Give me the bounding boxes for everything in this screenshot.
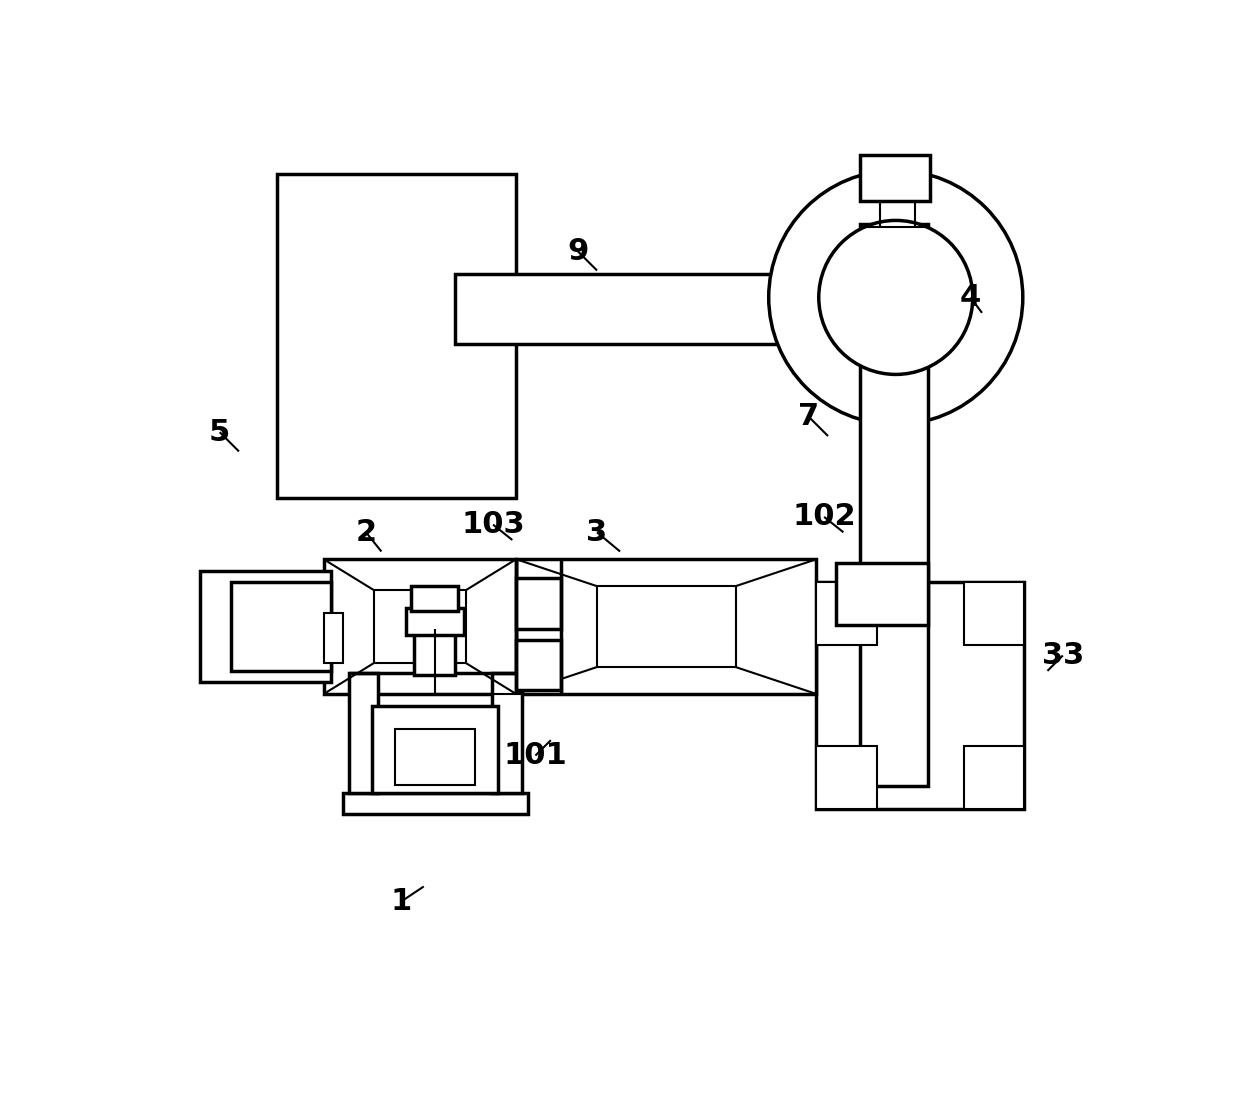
- Bar: [343, 792, 528, 814]
- Text: 7: 7: [799, 402, 820, 431]
- Text: 33: 33: [1042, 641, 1084, 670]
- Bar: [816, 746, 877, 810]
- Bar: [596, 586, 735, 667]
- Bar: [373, 590, 466, 663]
- Bar: [516, 578, 560, 629]
- Bar: [816, 582, 1024, 810]
- Text: 103: 103: [461, 510, 525, 540]
- Bar: [965, 746, 1024, 810]
- Text: 4: 4: [960, 282, 981, 312]
- Text: 9: 9: [567, 236, 589, 266]
- Text: 102: 102: [792, 502, 856, 532]
- Bar: [816, 582, 877, 645]
- Bar: [278, 175, 516, 498]
- Bar: [516, 640, 560, 690]
- Bar: [396, 729, 475, 785]
- Circle shape: [818, 221, 972, 375]
- Bar: [965, 582, 1024, 645]
- Bar: [201, 570, 331, 682]
- Bar: [455, 275, 863, 344]
- Bar: [516, 559, 816, 693]
- Circle shape: [769, 170, 1023, 424]
- Text: 3: 3: [587, 518, 608, 547]
- Bar: [405, 608, 464, 635]
- Bar: [324, 613, 343, 663]
- Bar: [324, 559, 516, 693]
- Bar: [836, 563, 928, 624]
- Text: 101: 101: [503, 741, 567, 770]
- Bar: [492, 674, 522, 792]
- Bar: [414, 632, 455, 675]
- Text: 2: 2: [356, 518, 377, 547]
- Bar: [410, 586, 459, 611]
- Text: 5: 5: [210, 418, 231, 446]
- Bar: [372, 706, 497, 792]
- Bar: [861, 155, 930, 201]
- Bar: [231, 582, 331, 670]
- Text: 1: 1: [391, 887, 412, 917]
- Bar: [861, 224, 928, 787]
- Bar: [303, 601, 324, 652]
- Bar: [350, 674, 378, 792]
